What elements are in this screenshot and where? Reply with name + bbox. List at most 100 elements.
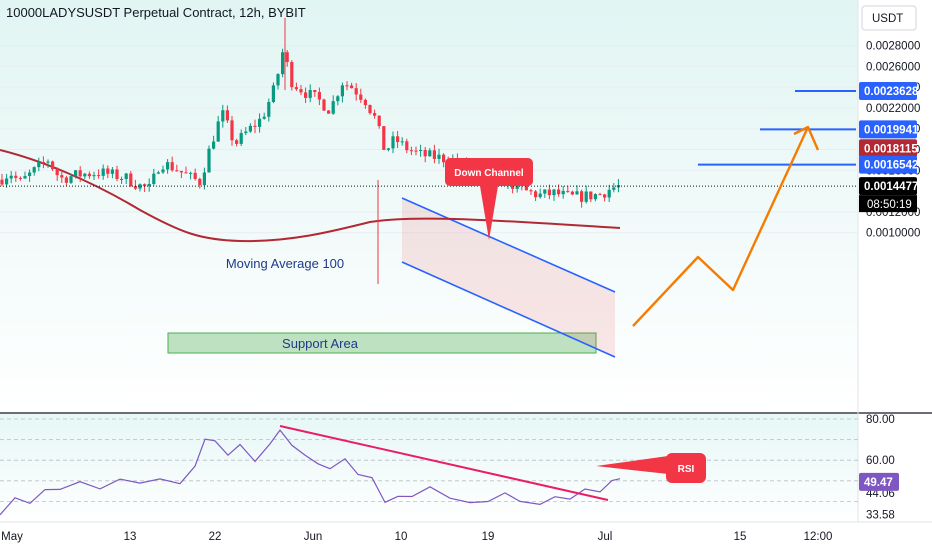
rsi-tick-label: 44.06 [866,488,895,500]
support-area-label: Support Area [282,336,359,351]
candle-body [170,162,174,171]
rsi-tick-label: 33.58 [866,510,895,522]
candle-body [14,175,18,178]
currency-badge-box[interactable] [861,5,917,31]
currency-badge[interactable]: USDT [872,13,903,25]
x-tick-label: 22 [209,531,222,543]
candle-body [138,184,142,189]
candle-body [216,121,220,142]
candle-body [607,189,611,198]
projection-path [632,126,810,327]
x-tick-label: 15 [734,531,747,543]
candle-body [276,74,280,86]
channel-lower-line [401,261,616,358]
candle-body [534,191,538,198]
candle-body [97,175,101,177]
price-axis-label: 0.0014477 [864,181,918,193]
candle-body [51,161,55,170]
price-axis-label: 0.0018115 [864,143,918,155]
candle-body [317,92,321,100]
candle-body [92,175,96,177]
price-axis-label-box [859,139,917,158]
candle-body [409,150,413,152]
channel-upper-line [401,197,616,293]
projection-layer [632,125,820,327]
price-axis-label-box [859,81,917,100]
candle-body [359,94,363,100]
candle-body [230,120,234,141]
price-axis-label-box [859,155,917,174]
rsi-layer [0,425,621,516]
price-axis-label: 0.0016542 [864,160,918,172]
candle-body [368,105,372,114]
candle-body [377,115,381,127]
rsi-tick-label: 60.00 [866,455,895,467]
candle-body [32,167,36,173]
candle-body [373,113,377,116]
candle-body [253,125,257,127]
candle-body [285,52,289,63]
candle-body [524,185,528,191]
countdown-label: 08:50:19 [867,199,912,211]
candle-body [570,191,574,195]
candle-body [23,176,27,179]
projection-arrowhead [793,125,820,151]
candle-body [580,191,584,202]
candle-body [193,172,197,179]
price-axis-label-box [859,120,917,139]
candle-body [78,170,82,177]
candle-body [110,169,114,174]
channel-layer [401,197,616,358]
rsi-tick-label: 80.00 [866,414,895,426]
candle-body [437,154,441,159]
candle-body [598,194,602,196]
price-tick-label: 0.0022000 [866,103,920,115]
down-channel-callout-box [445,158,533,186]
rsi-callout-pointer [596,456,668,474]
candle-body [244,131,248,134]
candle-body [106,168,110,174]
candle-body [299,89,303,93]
candle-body [391,136,395,149]
rsi-callout-label: RSI [678,464,695,475]
candle-body [143,184,147,187]
candle-body [189,172,193,174]
x-tick-label: 12:00 [804,531,833,543]
candle-body [561,190,565,195]
candle-body [589,191,593,200]
candle-body [322,99,326,111]
candle-body [584,191,588,202]
candle-body [166,162,170,170]
candle-body [184,172,188,174]
candle-body [414,150,418,152]
candle-body [87,173,91,177]
rsi-axis-label-box [859,472,899,491]
candle-body [363,99,367,106]
candle-body [152,173,156,184]
candle-body [124,173,128,179]
rsi-axis-label: 49.47 [864,477,893,489]
candle-body [396,136,400,143]
candle-body [175,170,179,172]
candle-body [543,189,547,194]
ma100-line [0,149,621,243]
channel-fill [402,198,615,357]
price-axis-label-box [859,177,917,196]
candle-body [18,177,22,179]
candle-body [202,172,206,186]
candle-body [120,178,124,180]
candle-body [340,85,344,97]
candle-body [37,161,41,168]
candle-body [115,169,119,180]
candle-body [221,110,225,122]
candle-body [212,141,216,149]
candle-body [593,194,597,200]
candle-body [198,178,202,186]
candle-body [336,96,340,102]
candle-body [258,118,262,127]
candle-body [566,190,570,192]
candle-body [575,191,579,195]
x-tick-label: May [1,531,23,543]
candle-body [239,133,243,144]
